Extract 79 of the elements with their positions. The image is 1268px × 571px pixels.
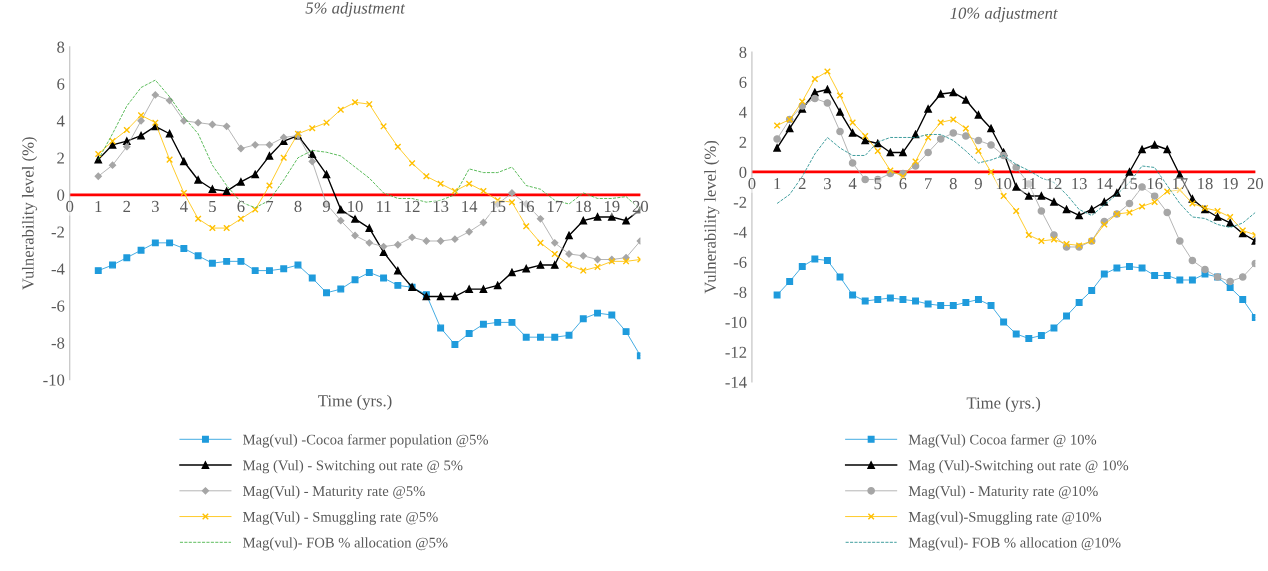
x-tick-label: 17 [547, 200, 563, 212]
legend-label: Mag(Vul) Cocoa farmer @ 10% [908, 434, 1097, 448]
y-tick-label: -12 [725, 346, 747, 358]
x-tick-label: 4 [180, 200, 188, 212]
y-tick-label: -4 [733, 226, 747, 238]
x-tick-label: 13 [1072, 178, 1087, 190]
x-tick-label: 2 [123, 200, 131, 212]
x-tick-label: 3 [151, 200, 159, 213]
y-tick-label: -2 [733, 196, 747, 208]
x-tick-label: 0 [66, 200, 74, 213]
x-tick-label: 15 [1122, 178, 1138, 190]
x-tick-label: 20 [1247, 178, 1264, 190]
y-tick-label: -8 [51, 337, 65, 349]
y-tick-label: 6 [57, 78, 65, 90]
legend-label: Mag (Vul)-Switching out rate @ 10% [908, 460, 1129, 474]
legend-label: Mag(vul) -Cocoa farmer population @5% [243, 434, 489, 448]
y-tick-label: -4 [51, 263, 65, 275]
x-tick-label: 5 [209, 200, 216, 213]
y-tick-label: 4 [56, 115, 65, 127]
x-tick-label: 11 [1022, 178, 1036, 190]
y-tick-label: -14 [725, 376, 747, 388]
x-tick-label: 5 [874, 178, 882, 190]
x-axis-title: Time (yrs.) [318, 394, 392, 410]
x-tick-label: 19 [604, 200, 620, 213]
x-tick-label: 18 [576, 200, 591, 213]
x-tick-label: 8 [294, 200, 302, 213]
x-tick-label: 2 [798, 178, 806, 190]
y-tick-label: 6 [739, 76, 747, 88]
y-tick-label: -10 [43, 374, 65, 386]
x-tick-label: 0 [748, 178, 756, 190]
x-tick-label: 18 [1198, 178, 1213, 190]
x-tick-label: 15 [490, 200, 506, 213]
x-tick-label: 4 [848, 178, 857, 190]
y-tick-label: 0 [57, 189, 65, 201]
legend-label: Mag (Vul) - Switching out rate @ 5% [243, 460, 463, 474]
y-axis-title: Vulnerability level (%) [21, 137, 38, 290]
y-tick-label: 2 [57, 152, 64, 164]
y-tick-label: 8 [57, 41, 65, 53]
x-tick-label: 1 [774, 178, 781, 190]
chart-title: 5% adjustment [305, 1, 406, 18]
x-tick-label: 14 [1097, 178, 1113, 190]
y-tick-label: 8 [739, 46, 747, 58]
legend-label: Mag(Vul) - Maturity rate @10% [908, 485, 1098, 500]
x-tick-label: 1 [95, 200, 102, 212]
x-tick-label: 16 [519, 200, 535, 213]
x-tick-label: 19 [1223, 178, 1238, 190]
x-tick-label: 7 [266, 200, 274, 212]
x-tick-label: 6 [237, 200, 245, 213]
x-tick-label: 20 [632, 200, 649, 213]
x-tick-label: 11 [377, 200, 391, 212]
x-tick-label: 12 [405, 200, 420, 212]
legend-label: Mag(vul)- FOB % allocation @5% [243, 537, 448, 551]
x-tick-label: 9 [322, 200, 330, 213]
chart-title: 10% adjustment [950, 7, 1058, 23]
x-tick-label: 14 [462, 200, 478, 212]
y-tick-label: -2 [51, 226, 64, 238]
y-tick-label: -8 [733, 286, 747, 298]
legend-label: Mag(Vul) - Maturity rate @5% [243, 485, 425, 500]
x-tick-label: 3 [824, 178, 831, 190]
legend-label: Mag(vul)- FOB % allocation @10% [908, 537, 1121, 551]
y-axis-title: Vulnerability level (%) [704, 140, 720, 294]
legend-label: Mag(Vul) - Smuggling rate @5% [243, 511, 438, 525]
x-tick-label: 12 [1047, 178, 1062, 190]
y-tick-label: 2 [739, 136, 747, 148]
y-tick-label: 4 [739, 106, 747, 118]
x-axis-title: Time (yrs.) [966, 396, 1041, 413]
y-tick-label: -6 [51, 300, 65, 312]
x-tick-label: 6 [899, 178, 907, 190]
legend-label: Mag(vul)-Smuggling rate @10% [908, 511, 1102, 525]
x-tick-label: 13 [433, 200, 449, 213]
x-tick-label: 9 [974, 178, 982, 190]
x-tick-label: 10 [996, 178, 1012, 190]
y-tick-label: 0 [739, 166, 747, 178]
x-tick-label: 16 [1147, 178, 1163, 190]
y-tick-label: -10 [725, 316, 747, 328]
y-tick-label: -6 [733, 256, 747, 268]
x-tick-label: 8 [949, 178, 957, 190]
x-tick-label: 7 [925, 178, 932, 190]
x-tick-label: 10 [348, 200, 363, 213]
